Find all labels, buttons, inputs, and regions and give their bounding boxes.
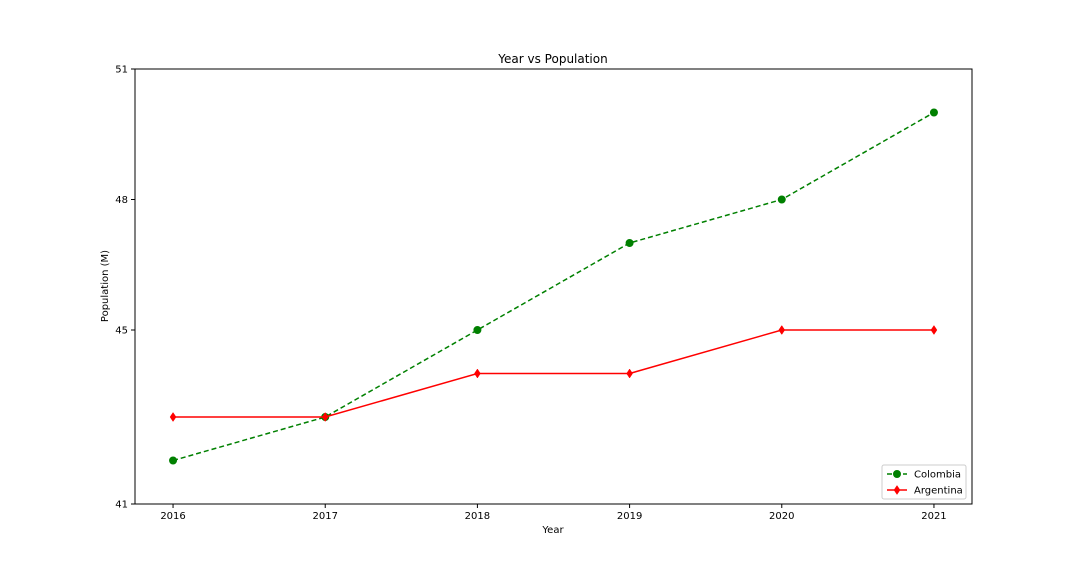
y-tick-label: 45 [115, 326, 128, 337]
legend-label-argentina: Argentina [914, 486, 963, 497]
series-line-argentina [173, 329, 934, 418]
legend-label-colombia: Colombia [914, 470, 961, 481]
y-tick-label: 51 [115, 65, 128, 76]
x-axis-label: Year [541, 525, 564, 536]
y-tick-label: 48 [115, 195, 128, 206]
data-point-colombia [625, 239, 634, 247]
data-point-argentina [778, 325, 786, 335]
x-axis: 2016 2017 2018 2019 2020 2021 [160, 504, 947, 522]
x-tick-label: 2020 [769, 511, 794, 522]
x-tick-label: 2021 [921, 511, 946, 522]
data-point-argentina [474, 368, 481, 379]
data-point-colombia [929, 108, 938, 117]
data-point-argentina [321, 412, 329, 422]
y-tick-label: 41 [115, 500, 128, 511]
x-tick-label: 2017 [313, 511, 338, 522]
plot-area [169, 108, 938, 465]
chart-title: Year vs Population [497, 52, 607, 66]
x-tick-label: 2016 [160, 511, 185, 522]
legend-marker-colombia [893, 470, 901, 478]
legend-marker-argentina [893, 485, 901, 495]
data-point-argentina [626, 368, 633, 379]
x-tick-label: 2018 [465, 511, 490, 522]
plot-frame [134, 68, 973, 505]
data-point-argentina [169, 412, 177, 422]
y-axis: 41 45 48 51 [115, 65, 135, 511]
y-axis-label: Population (M) [100, 250, 111, 322]
series-line-colombia [172, 111, 935, 462]
data-point-colombia [473, 326, 482, 334]
x-tick-label: 2019 [617, 511, 642, 522]
data-point-argentina [930, 325, 938, 335]
legend: Colombia Argentina [881, 464, 967, 500]
data-point-colombia [777, 195, 786, 204]
series-argentina [169, 325, 938, 422]
data-point-colombia [169, 456, 178, 465]
series-colombia [169, 108, 938, 465]
